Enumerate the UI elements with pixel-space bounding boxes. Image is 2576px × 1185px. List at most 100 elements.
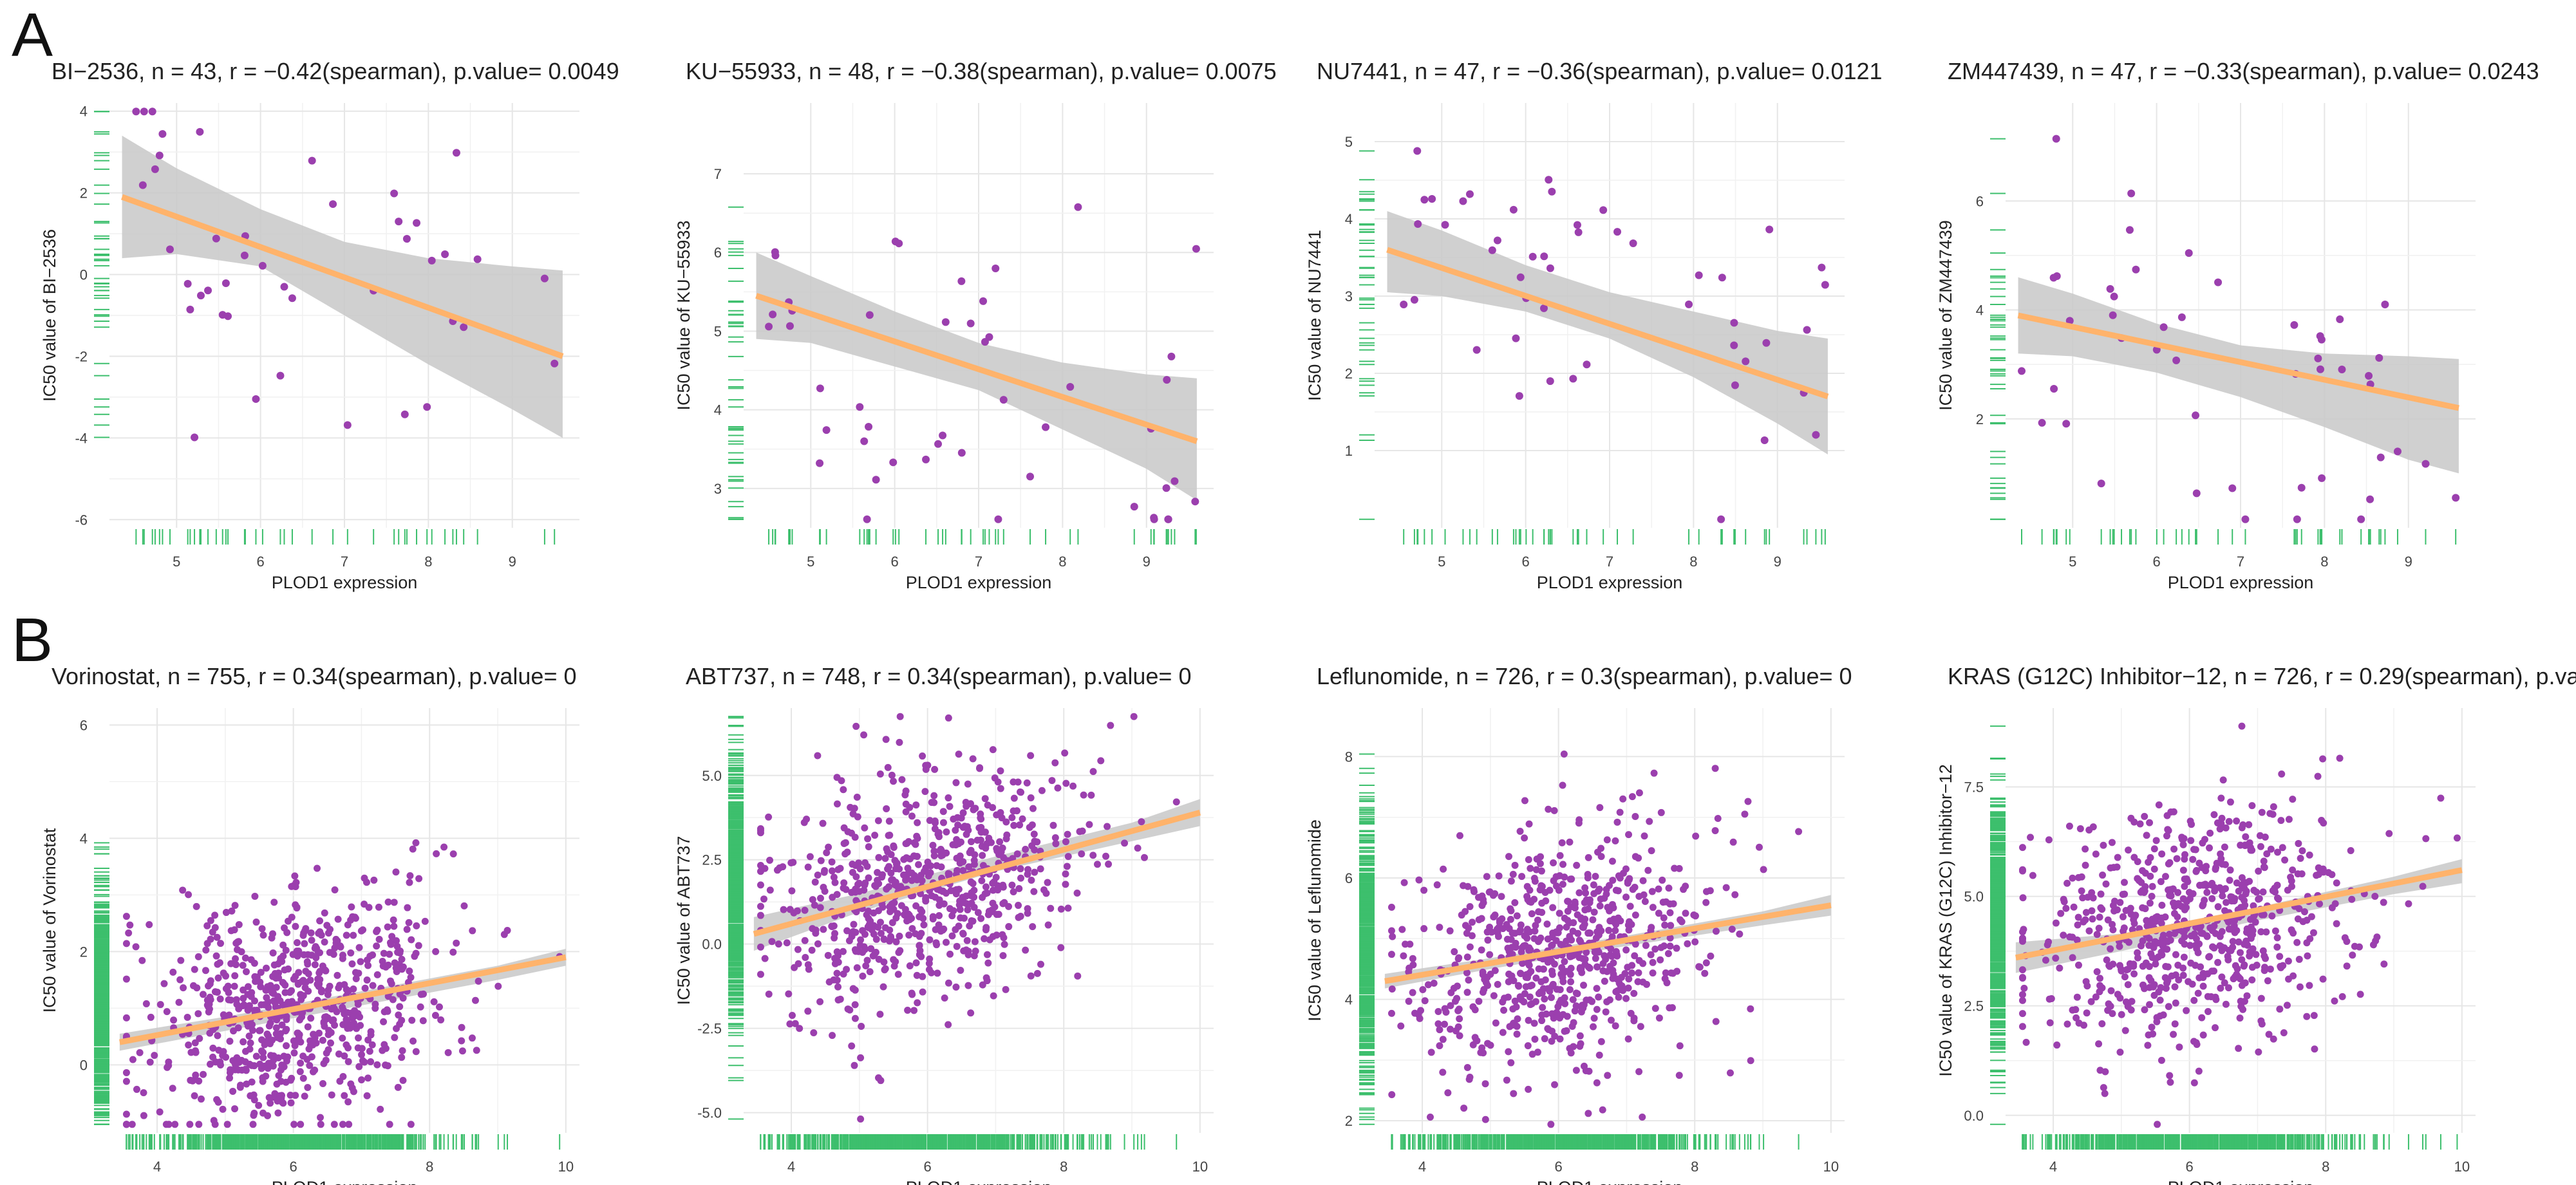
data-point bbox=[194, 1010, 202, 1018]
data-point bbox=[979, 297, 988, 305]
data-point bbox=[325, 1027, 333, 1034]
data-point bbox=[942, 890, 950, 897]
data-point bbox=[820, 868, 828, 876]
y-tick-label: -4 bbox=[75, 430, 88, 446]
data-point bbox=[987, 839, 995, 846]
data-point bbox=[259, 931, 267, 939]
data-point bbox=[265, 1003, 272, 1011]
data-point bbox=[953, 942, 961, 950]
data-point bbox=[420, 990, 428, 998]
data-point bbox=[298, 978, 306, 985]
data-point bbox=[377, 1105, 384, 1113]
data-point bbox=[1054, 784, 1062, 792]
data-point bbox=[883, 885, 890, 893]
data-point bbox=[1008, 814, 1016, 821]
data-point bbox=[224, 982, 232, 990]
data-point bbox=[804, 863, 812, 871]
data-point bbox=[881, 855, 889, 863]
data-point bbox=[540, 274, 549, 283]
data-point bbox=[288, 987, 296, 994]
data-point bbox=[361, 900, 368, 908]
data-point bbox=[231, 902, 239, 910]
data-point bbox=[1017, 788, 1024, 796]
data-point bbox=[331, 1022, 339, 1029]
data-point bbox=[449, 948, 457, 956]
data-point bbox=[876, 1011, 884, 1018]
data-point bbox=[2452, 494, 2460, 502]
data-point bbox=[1000, 854, 1008, 862]
data-point bbox=[853, 794, 861, 801]
data-point bbox=[766, 886, 774, 894]
data-point bbox=[816, 894, 824, 902]
regression-line bbox=[755, 293, 1198, 444]
data-point bbox=[943, 828, 950, 836]
data-point bbox=[791, 1020, 799, 1027]
data-point bbox=[278, 1098, 286, 1106]
data-point bbox=[351, 1007, 359, 1014]
data-point bbox=[375, 935, 383, 943]
data-point bbox=[301, 940, 308, 947]
data-point bbox=[896, 738, 903, 746]
data-point bbox=[981, 935, 988, 942]
y-tick-label: 4 bbox=[1976, 303, 1984, 319]
data-point bbox=[169, 1085, 176, 1092]
data-point bbox=[2110, 292, 2118, 301]
data-point bbox=[392, 868, 400, 876]
data-point bbox=[396, 1003, 404, 1011]
data-point bbox=[288, 882, 296, 890]
data-point bbox=[339, 951, 346, 959]
data-point bbox=[1001, 940, 1008, 948]
confidence-band bbox=[122, 135, 563, 438]
data-point bbox=[251, 973, 259, 980]
data-point bbox=[323, 922, 331, 929]
data-point bbox=[306, 1041, 314, 1049]
data-point bbox=[833, 969, 841, 977]
data-point bbox=[1044, 921, 1052, 929]
data-point bbox=[283, 1016, 290, 1023]
data-point bbox=[234, 946, 241, 953]
data-point bbox=[959, 858, 967, 866]
data-point bbox=[841, 839, 849, 846]
x-tick-label: 9 bbox=[2405, 554, 2412, 570]
data-point bbox=[375, 903, 382, 911]
data-point bbox=[948, 932, 956, 940]
data-point bbox=[839, 947, 847, 955]
x-rug bbox=[2021, 529, 2457, 545]
data-point bbox=[1821, 281, 1829, 289]
data-point bbox=[252, 395, 260, 403]
data-point bbox=[1093, 861, 1101, 868]
data-point bbox=[1414, 220, 1422, 229]
data-point bbox=[828, 858, 836, 866]
data-point bbox=[125, 929, 133, 937]
data-point bbox=[831, 879, 839, 886]
data-point bbox=[249, 1021, 256, 1029]
data-point bbox=[979, 852, 986, 859]
data-point bbox=[231, 972, 239, 980]
x-tick-label: 10 bbox=[558, 1159, 574, 1175]
data-point bbox=[270, 899, 278, 906]
data-point bbox=[339, 1121, 346, 1128]
data-point bbox=[293, 903, 301, 911]
data-point bbox=[834, 983, 841, 991]
data-point bbox=[431, 1012, 439, 1020]
data-point bbox=[985, 333, 993, 341]
data-point bbox=[214, 974, 222, 982]
data-point bbox=[863, 911, 870, 919]
data-point bbox=[344, 1058, 352, 1065]
data-point bbox=[122, 1068, 130, 1076]
y-rug bbox=[94, 842, 109, 1125]
y-tick-label: 6 bbox=[714, 245, 722, 261]
data-point bbox=[319, 962, 326, 970]
data-point bbox=[2109, 311, 2117, 319]
data-point bbox=[1066, 383, 1075, 391]
data-point bbox=[335, 1050, 343, 1058]
data-point bbox=[932, 939, 940, 947]
data-point bbox=[894, 883, 901, 891]
data-point bbox=[955, 751, 963, 758]
data-point bbox=[785, 322, 794, 330]
data-point bbox=[2132, 265, 2140, 274]
data-point bbox=[1493, 236, 1501, 245]
data-point bbox=[856, 865, 864, 873]
data-point bbox=[351, 913, 359, 921]
data-point bbox=[287, 1099, 295, 1106]
